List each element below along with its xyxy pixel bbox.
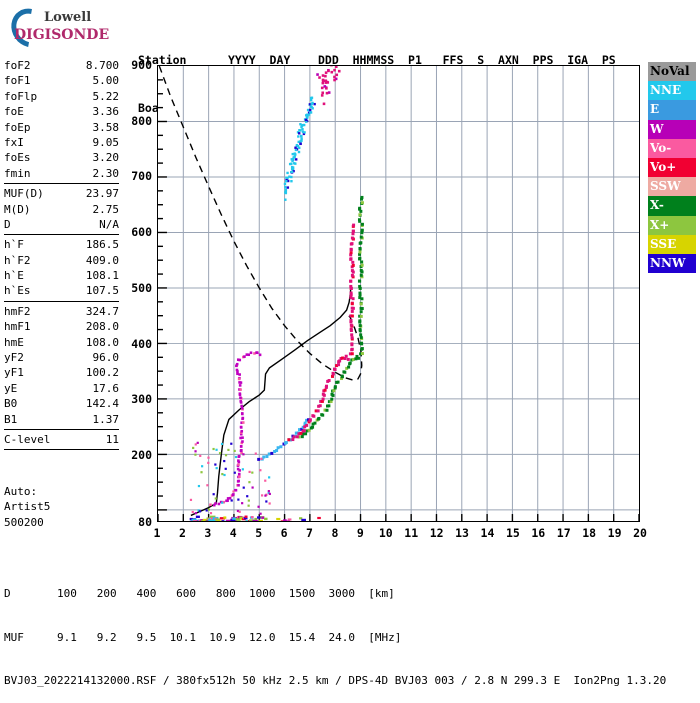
y-tick-80: 80 [138, 515, 152, 529]
y-tick-800: 800 [131, 114, 152, 128]
param-key: h`Es [4, 283, 31, 298]
legend-item-x-[interactable]: X- [648, 196, 696, 215]
x-tick-1: 1 [154, 526, 161, 540]
y-tick-400: 400 [131, 337, 152, 351]
param-key: foF2 [4, 58, 31, 73]
param-key: C-level [4, 432, 50, 447]
param-key: hmE [4, 335, 24, 350]
x-tick-16: 16 [531, 526, 545, 540]
trace-F1-trace [257, 418, 310, 461]
x-tick-7: 7 [306, 526, 313, 540]
footer-muf-row: MUF 9.1 9.2 9.5 10.1 10.9 12.0 15.4 24.0… [4, 631, 698, 646]
legend-item-x-[interactable]: X+ [648, 216, 696, 235]
legend-item-sse[interactable]: SSE [648, 235, 696, 254]
x-tick-20: 20 [633, 526, 647, 540]
legend-item-nnw[interactable]: NNW [648, 254, 696, 273]
param-key: B1 [4, 412, 17, 427]
param-key: h`E [4, 268, 24, 283]
trace-Es-layer [190, 516, 321, 521]
x-tick-3: 3 [204, 526, 211, 540]
x-tick-12: 12 [430, 526, 444, 540]
plot-data [158, 66, 639, 521]
legend-item-nne[interactable]: NNE [648, 81, 696, 100]
param-key: yE [4, 381, 17, 396]
legend-item-vo-[interactable]: Vo+ [648, 158, 696, 177]
x-tick-11: 11 [404, 526, 418, 540]
footer-info: D 100 200 400 600 800 1000 1500 3000 [km… [4, 558, 698, 703]
y-tick-900: 900 [131, 58, 152, 72]
legend-item-ssw[interactable]: SSW [648, 177, 696, 196]
param-key: MUF(D) [4, 186, 44, 201]
param-key: foF1 [4, 73, 31, 88]
param-key: yF2 [4, 350, 24, 365]
x-tick-13: 13 [455, 526, 469, 540]
x-tick-19: 19 [608, 526, 622, 540]
y-tick-200: 200 [131, 448, 152, 462]
x-tick-5: 5 [255, 526, 262, 540]
param-key: h`F [4, 237, 24, 252]
param-key: fmin [4, 166, 31, 181]
y-tick-700: 700 [131, 169, 152, 183]
x-tick-14: 14 [481, 526, 495, 540]
legend-item-vo-[interactable]: Vo- [648, 139, 696, 158]
param-key: h`F2 [4, 253, 31, 268]
footer-file-row: BVJ03_2022214132000.RSF / 380fx512h 50 k… [4, 674, 698, 689]
param-key: foEs [4, 150, 31, 165]
x-tick-4: 4 [230, 526, 237, 540]
x-tick-15: 15 [506, 526, 520, 540]
ionogram-plot-area[interactable] [157, 65, 640, 522]
x-tick-10: 10 [379, 526, 393, 540]
param-key: yF1 [4, 365, 24, 380]
x-tick-9: 9 [357, 526, 364, 540]
trace-E-region-trace [209, 351, 261, 506]
x-tick-8: 8 [331, 526, 338, 540]
param-key: foFlp [4, 89, 37, 104]
trace-second-hop-scatter [316, 66, 340, 105]
legend-item-w[interactable]: W [648, 120, 696, 139]
x-tick-17: 17 [557, 526, 571, 540]
x-tick-6: 6 [281, 526, 288, 540]
param-key: hmF2 [4, 304, 31, 319]
x-tick-18: 18 [582, 526, 596, 540]
param-key: hmF1 [4, 319, 31, 334]
logo-digisonde-text: DIGISONDE [14, 27, 109, 43]
y-tick-500: 500 [131, 281, 152, 295]
y-tick-600: 600 [131, 225, 152, 239]
logo-lowell-text: Lowell [44, 10, 91, 25]
param-key: M(D) [4, 202, 31, 217]
lowell-digisonde-logo: Lowell DIGISONDE [8, 6, 128, 48]
legend-item-noval[interactable]: NoVal [648, 62, 696, 81]
footer-distance-row: D 100 200 400 600 800 1000 1500 3000 [km… [4, 587, 698, 602]
param-key: foE [4, 104, 24, 119]
param-key: foEp [4, 120, 31, 135]
trace-F2-O-mode-trace [287, 224, 355, 442]
y-tick-300: 300 [131, 392, 152, 406]
param-key: B0 [4, 396, 17, 411]
param-key: fxI [4, 135, 24, 150]
trace-sporadic-blue-scatter [284, 97, 316, 201]
legend-item-e[interactable]: E [648, 100, 696, 119]
x-tick-2: 2 [179, 526, 186, 540]
noise-speckles [190, 442, 271, 515]
param-key: D [4, 217, 11, 232]
